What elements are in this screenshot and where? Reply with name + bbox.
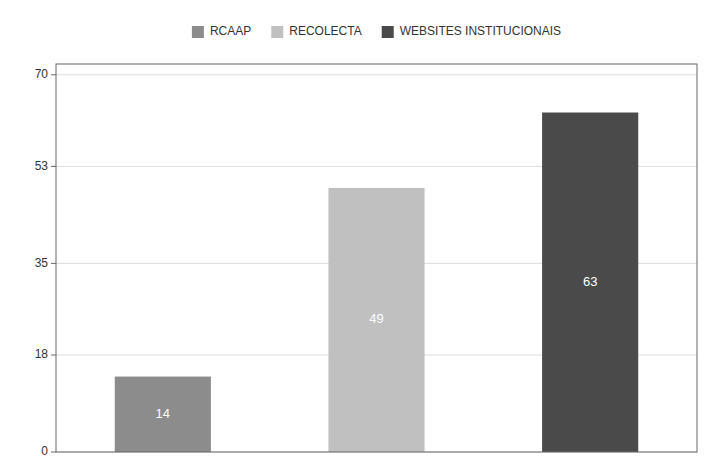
grid bbox=[56, 75, 697, 452]
tick-label: 70 bbox=[35, 67, 49, 81]
y-axis: 0 18 35 53 70 bbox=[35, 67, 56, 458]
tick-label: 18 bbox=[35, 347, 49, 361]
legend-swatch bbox=[271, 26, 283, 38]
legend-label: RCAAP bbox=[210, 24, 251, 38]
tick-mark bbox=[51, 263, 56, 264]
chart-svg: 0 18 35 53 70 14 49 63 RCAAP RECOLECTA WEBSITES IN… bbox=[0, 0, 721, 476]
page: {"chart_data": {"type": "bar", "categori… bbox=[0, 0, 721, 476]
bar bbox=[328, 188, 424, 452]
tick-mark bbox=[51, 355, 56, 356]
legend: RCAAP RECOLECTA WEBSITES INSTITUCIONAIS bbox=[192, 24, 561, 38]
legend-swatch bbox=[382, 26, 394, 38]
data-label: 49 bbox=[369, 311, 383, 326]
plot-frame bbox=[56, 64, 697, 452]
bar bbox=[542, 113, 638, 453]
tick-mark bbox=[51, 74, 56, 75]
legend-swatch bbox=[192, 26, 204, 38]
chart-container: 0 18 35 53 70 14 49 63 RCAAP RECOLECTA WEBSITES IN… bbox=[0, 0, 721, 476]
data-label: 63 bbox=[583, 274, 597, 289]
bar bbox=[115, 377, 211, 452]
legend-label: WEBSITES INSTITUCIONAIS bbox=[400, 24, 561, 38]
tick-label: 53 bbox=[35, 159, 49, 173]
legend-item: WEBSITES INSTITUCIONAIS bbox=[382, 24, 561, 38]
grid-line bbox=[56, 74, 697, 75]
tick-label: 0 bbox=[41, 444, 48, 458]
bars bbox=[115, 113, 638, 453]
tick-mark bbox=[51, 452, 56, 453]
legend-item: RECOLECTA bbox=[271, 24, 361, 38]
tick-mark bbox=[51, 166, 56, 167]
data-labels: 14 49 63 bbox=[156, 274, 598, 421]
data-label: 14 bbox=[156, 406, 170, 421]
legend-label: RECOLECTA bbox=[289, 24, 361, 38]
legend-item: RCAAP bbox=[192, 24, 251, 38]
tick-label: 35 bbox=[35, 256, 49, 270]
